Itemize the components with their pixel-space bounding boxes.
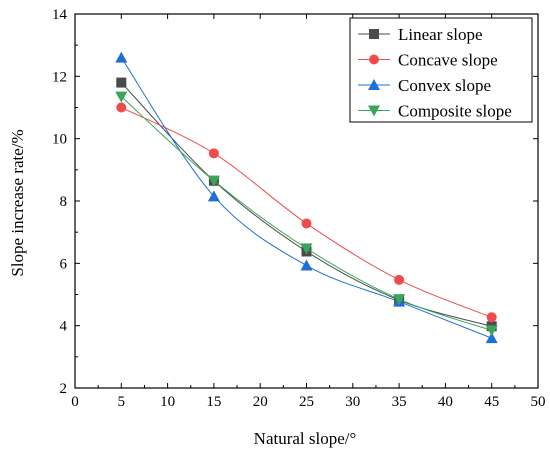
y-tick-label: 10 [52, 132, 67, 148]
series-line [121, 107, 492, 318]
legend-marker [368, 105, 380, 117]
data-point [207, 175, 220, 187]
data-point [394, 274, 405, 285]
legend-marker [368, 79, 380, 90]
y-tick-label: 14 [52, 7, 68, 23]
x-tick-label: 20 [253, 394, 268, 410]
data-point [485, 332, 498, 344]
x-tick-label: 10 [160, 394, 175, 410]
data-point [207, 190, 220, 202]
x-tick-label: 45 [484, 394, 499, 410]
data-point [485, 325, 498, 337]
x-axis-label: Natural slope/° [254, 429, 357, 448]
legend-label: Composite slope [398, 102, 512, 121]
y-tick-label: 2 [60, 381, 68, 397]
y-tick-label: 6 [60, 256, 68, 272]
x-tick-label: 30 [345, 394, 360, 410]
y-tick-label: 4 [60, 319, 68, 335]
data-point [301, 218, 312, 229]
x-tick-label: 50 [531, 394, 546, 410]
x-tick-label: 5 [118, 394, 126, 410]
series-convex-slope [115, 51, 498, 344]
x-tick-label: 25 [299, 394, 314, 410]
data-point [116, 102, 127, 113]
x-tick-label: 40 [438, 394, 453, 410]
data-point [115, 91, 128, 103]
x-tick-label: 0 [71, 394, 79, 410]
series-line [120, 96, 492, 331]
axes: 0 5 10 15 20 25 30 35 40 45 50 2 4 6 8 10 12 14 [52, 7, 546, 410]
x-tick-label: 15 [206, 394, 221, 410]
data-point [300, 259, 313, 271]
legend-marker [369, 29, 379, 39]
data-point [116, 77, 127, 88]
legend-box [349, 17, 533, 123]
legend: Linear slope Concave slope Convex slope Com… [349, 17, 533, 123]
y-tick-label: 8 [60, 194, 68, 210]
series-line [120, 57, 492, 339]
legend-label: Convex slope [398, 76, 491, 95]
legend-label: Concave slope [398, 51, 498, 70]
data-point [115, 51, 128, 63]
data-point [486, 312, 497, 323]
series-concave-slope [116, 102, 497, 323]
y-axis-label: Slope increase rate/% [8, 129, 27, 276]
data-point [300, 243, 313, 255]
y-tick-label: 12 [52, 69, 67, 85]
legend-label: Linear slope [398, 25, 483, 44]
data-point [393, 294, 406, 306]
legend-marker [369, 54, 379, 65]
series-composite-slope [115, 91, 498, 337]
x-tick-label: 35 [392, 394, 407, 410]
data-point [208, 148, 219, 159]
series-layer [115, 51, 498, 344]
